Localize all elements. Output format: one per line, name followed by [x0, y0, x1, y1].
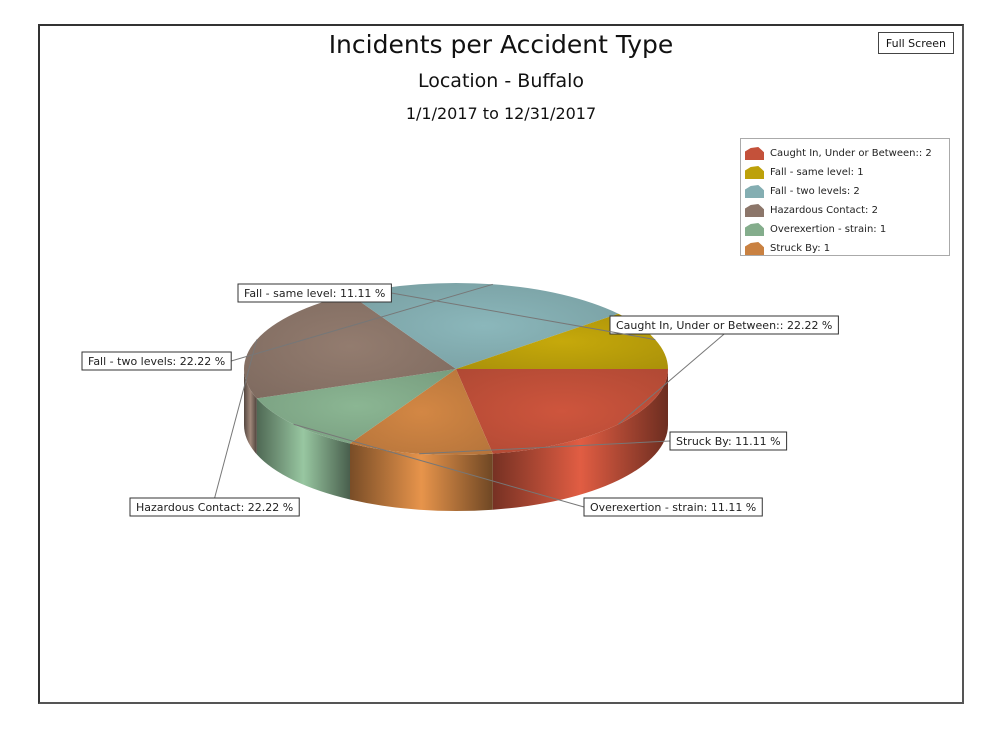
chart-subtitle: Location - Buffalo: [417, 70, 584, 92]
data-label-text: Fall - same level: 11.11 %: [244, 287, 385, 300]
data-label-struck-by: Struck By: 11.11 %: [669, 431, 788, 451]
legend-item-struck-by: Struck By: 1: [745, 239, 945, 258]
data-label-leader: [391, 292, 656, 341]
legend-item-overexertion-strain: Overexertion - strain: 1: [745, 220, 945, 239]
data-label-leader: [618, 333, 725, 425]
data-label-text: Fall - two levels: 22.22 %: [88, 355, 225, 368]
data-label-leader: [214, 339, 258, 499]
legend-label: Caught In, Under or Between:: 2: [770, 148, 932, 159]
chart-date-range: 1/1/2017 to 12/31/2017: [405, 104, 597, 123]
legend-swatch: [745, 242, 764, 255]
data-label-hazardous-contact: Hazardous Contact: 22.22 %: [129, 497, 300, 517]
data-label-leader: [293, 423, 585, 508]
legend-swatch: [745, 204, 764, 217]
legend-item-caught-in-under-or-between: Caught In, Under or Between:: 2: [745, 144, 945, 163]
data-label-text: Caught In, Under or Between:: 22.22 %: [616, 319, 832, 332]
data-label-box: [669, 431, 788, 451]
legend-item-fall-two-levels: Fall - two levels: 2: [745, 182, 945, 201]
legend-label: Struck By: 1: [770, 243, 831, 254]
data-label-box: [129, 497, 300, 517]
pie-side-overexertion-strain: [256, 398, 350, 500]
data-label-fall-same-level: Fall - same level: 11.11 %: [237, 283, 392, 303]
data-label-text: Hazardous Contact: 22.22 %: [136, 501, 293, 514]
pie-side-caught-in-under-or-between: [492, 369, 668, 510]
data-label-text: Struck By: 11.11 %: [676, 435, 781, 448]
chart-frame: Incidents per Accident Type Location - B…: [38, 24, 964, 704]
legend-label: Fall - same level: 1: [770, 167, 864, 178]
data-label-box: [609, 315, 839, 335]
legend-swatch: [745, 147, 764, 160]
data-label-overexertion-strain: Overexertion - strain: 11.11 %: [583, 497, 763, 517]
data-label-leader: [231, 283, 493, 362]
legend-swatch: [745, 223, 764, 236]
pie-chart: Caught In, Under or Between:: 22.22 %Str…: [81, 283, 839, 517]
legend-label: Fall - two levels: 2: [770, 186, 860, 197]
legend-swatch: [745, 166, 764, 179]
pie-slice-overexertion-strain: [256, 369, 456, 444]
data-label-caught-in-under-or-between: Caught In, Under or Between:: 22.22 %: [609, 315, 839, 335]
pie-side-struck-by: [350, 443, 493, 512]
data-label-leader: [419, 440, 671, 455]
pie-slice-caught-in-under-or-between: [456, 369, 668, 454]
data-label-text: Overexertion - strain: 11.11 %: [590, 501, 756, 514]
data-label-fall-two-levels: Fall - two levels: 22.22 %: [81, 351, 232, 371]
data-label-box: [237, 283, 392, 303]
legend-label: Hazardous Contact: 2: [770, 205, 878, 216]
legend-swatch: [745, 185, 764, 198]
pie-slice-fall-two-levels: [350, 283, 619, 369]
data-label-box: [81, 351, 232, 371]
pie-slice-struck-by: [350, 369, 493, 455]
legend-label: Overexertion - strain: 1: [770, 224, 887, 235]
legend-item-fall-same-level: Fall - same level: 1: [745, 163, 945, 182]
chart-title: Incidents per Accident Type: [328, 30, 674, 59]
legend-item-hazardous-contact: Hazardous Contact: 2: [745, 201, 945, 220]
data-label-box: [583, 497, 763, 517]
full-screen-button[interactable]: Full Screen: [877, 32, 954, 54]
pie-side-hazardous-contact: [244, 369, 257, 455]
pie-slice-hazardous-contact: [244, 294, 456, 399]
